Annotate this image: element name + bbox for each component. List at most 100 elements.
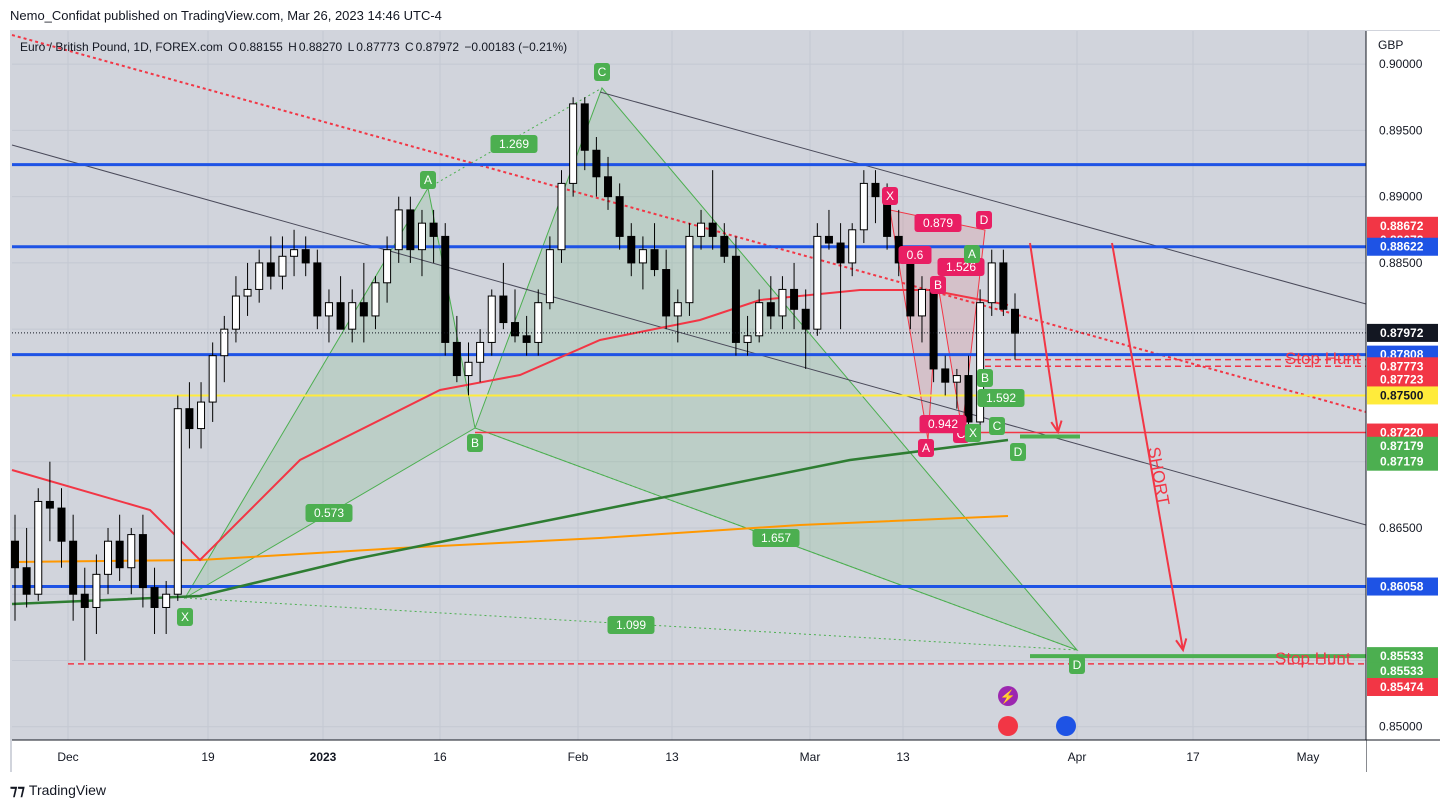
candle-body-0 — [11, 540, 19, 569]
y-tick-3: 0.88500 — [1379, 256, 1423, 270]
candle-body-32 — [383, 249, 392, 284]
axis-price-label-bg-12 — [1367, 647, 1438, 666]
plot-area — [12, 31, 1366, 740]
small-point-a-bg — [964, 245, 980, 263]
candle-body-14 — [173, 408, 182, 595]
red-point-d-bg — [976, 211, 992, 229]
small-ratio-bg — [977, 389, 1025, 407]
axis-price-label-7: 0.87500 — [1380, 388, 1424, 402]
legend-c-label: C — [405, 40, 414, 54]
candle-body-62 — [731, 255, 740, 343]
red-ratio-4: 0.942 — [928, 417, 958, 431]
legend-symbol: Euro / British Pound, 1D, FOREX.com — [20, 40, 223, 54]
candle-body-77 — [906, 262, 915, 317]
green-ratio-2-bg — [305, 504, 353, 522]
axis-price-label-10: 0.87179 — [1380, 455, 1424, 469]
candle-body-3 — [45, 500, 54, 509]
candle-body-53 — [627, 235, 636, 264]
candle-body-68 — [801, 308, 810, 330]
green-ratio-1-bg — [490, 135, 538, 153]
candle-body-85 — [999, 262, 1008, 310]
candle-body-36 — [429, 222, 438, 237]
candle-body-69 — [813, 235, 822, 330]
ma-200-line — [11, 515, 1009, 563]
candle-body-56 — [662, 269, 671, 317]
y-tick-0: 0.90000 — [1379, 57, 1423, 71]
candle-body-58 — [685, 235, 694, 304]
candle-body-38 — [452, 341, 461, 377]
axis-price-label-5: 0.87773 — [1380, 359, 1424, 373]
candle-body-18 — [220, 328, 229, 357]
short-arrow-1 — [1029, 242, 1059, 433]
footer-brand: ⁊⁊ TradingView — [10, 781, 106, 799]
green-point-c-bg — [594, 63, 610, 81]
green-point-a-bg — [420, 171, 436, 189]
axis-price-label-bg-10 — [1367, 452, 1438, 471]
candle-body-30 — [359, 302, 368, 317]
candle-body-74 — [871, 182, 880, 198]
axis-price-label-bg-7 — [1367, 386, 1438, 405]
candle-body-25 — [301, 249, 310, 264]
x-tick-10: May — [1297, 750, 1320, 764]
x-tick-5: 13 — [665, 750, 679, 764]
red-point-b-bg — [930, 276, 946, 294]
candle-body-41 — [487, 295, 496, 343]
green-ratio-4: 1.099 — [616, 618, 646, 632]
time-axis — [12, 740, 1366, 772]
candle-body-63 — [743, 335, 752, 343]
short-arrow-2-head — [1175, 638, 1188, 653]
small-point-a: A — [968, 247, 976, 261]
red-ratio-3: 1.526 — [946, 260, 976, 274]
axis-price-label-bg-9 — [1367, 436, 1438, 455]
axis-price-label-bg-6 — [1367, 370, 1438, 389]
candle-body-52 — [615, 196, 624, 237]
candle-body-9 — [115, 540, 124, 569]
axis-price-label-bg-0 — [1367, 216, 1438, 235]
ma-50-line — [11, 289, 1009, 562]
candle-body-2 — [34, 500, 43, 595]
candle-body-24 — [290, 249, 299, 257]
small-point-x-bg — [965, 424, 981, 442]
candle-body-11 — [138, 534, 147, 589]
candle-body-37 — [441, 235, 450, 343]
x-tick-0: Dec — [57, 750, 78, 764]
candle-body-82 — [964, 375, 973, 423]
candle-body-1 — [22, 567, 31, 595]
axis-price-label-13: 0.85533 — [1380, 664, 1424, 678]
candle-body-20 — [243, 288, 252, 297]
legend-low: 0.87773 — [356, 40, 400, 54]
footer-brand-name: TradingView — [28, 782, 106, 798]
candle-body-73 — [859, 182, 868, 231]
y-tick-4: 0.86500 — [1379, 521, 1423, 535]
legend-change: −0.00183 (−0.21%) — [464, 40, 568, 54]
x-tick-2: 2023 — [310, 750, 337, 764]
small-point-d: D — [1014, 445, 1023, 459]
legend-open: 0.88155 — [239, 40, 283, 54]
ma-100-line — [11, 438, 1009, 606]
y-tick-1: 0.89500 — [1379, 123, 1423, 137]
short-arrow-1-head — [1050, 420, 1063, 435]
x-tick-3: 16 — [433, 750, 447, 764]
green-point-x-bg — [177, 608, 193, 626]
green-point-b: B — [471, 436, 479, 450]
red-ratio-2-bg — [898, 246, 932, 264]
eu-flag-icon — [1056, 716, 1076, 736]
y-tick-2: 0.89000 — [1379, 190, 1423, 204]
candle-body-13 — [162, 593, 171, 608]
publish-info: Nemo_Confidat published on TradingView.c… — [10, 8, 442, 23]
candle-body-67 — [790, 288, 799, 310]
green-point-d: D — [1073, 658, 1082, 672]
x-tick-1: 19 — [201, 750, 215, 764]
red-point-a: A — [922, 441, 930, 455]
candle-body-27 — [324, 302, 333, 317]
candle-body-39 — [464, 361, 473, 377]
candle-body-40 — [476, 341, 485, 363]
axis-price-label-bg-11 — [1367, 577, 1438, 596]
candle-body-16 — [197, 401, 206, 430]
red-ratio-4-bg — [919, 415, 967, 433]
ohlc-legend: Euro / British Pound, 1D, FOREX.com O 0.8… — [20, 40, 569, 54]
candle-body-19 — [231, 295, 240, 330]
green-point-c: C — [598, 65, 607, 79]
candle-body-43 — [511, 322, 519, 337]
